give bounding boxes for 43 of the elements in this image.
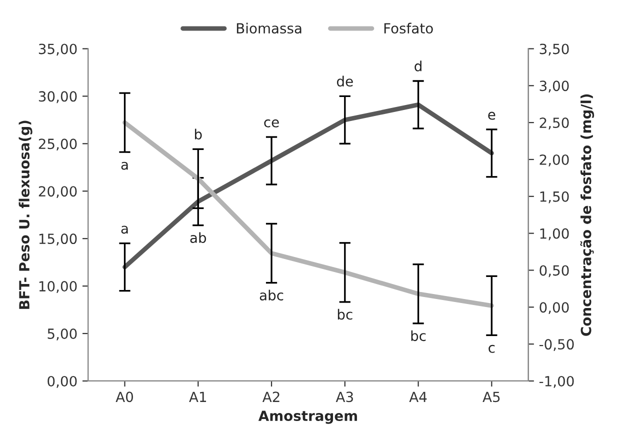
y-tick-label: 30,00 xyxy=(38,91,77,104)
y2-tick-label: 1,50 xyxy=(540,191,569,204)
data-label: c xyxy=(488,344,495,353)
x-tick-label: A5 xyxy=(482,392,500,402)
legend-label: Biomassa xyxy=(236,22,302,34)
y2-tick-label: 0,50 xyxy=(540,265,569,278)
x-tick-label: A0 xyxy=(116,392,133,402)
x-tick-label: A4 xyxy=(409,392,427,402)
y2-tick-label: 1,00 xyxy=(540,228,569,240)
y2-tick-label: 0,00 xyxy=(540,302,569,314)
data-label: bc xyxy=(338,308,352,320)
y2-tick-label: -1,00 xyxy=(539,376,574,388)
data-label: ab xyxy=(190,232,206,243)
data-label: e xyxy=(488,112,496,120)
y-tick-label: 35,00 xyxy=(38,44,77,56)
y2-tick-label: 2,00 xyxy=(540,154,569,166)
x-axis-title: Amostragem xyxy=(258,410,357,424)
x-tick-label: A1 xyxy=(189,392,206,402)
data-label: abc xyxy=(260,290,284,300)
y2-tick-label: 3,50 xyxy=(540,44,569,56)
y-tick-label: 25,00 xyxy=(38,138,77,151)
data-label: ce xyxy=(264,119,279,128)
y-axis-title: BFT- Peso U. flexuosa(g) xyxy=(18,120,32,309)
data-label: de xyxy=(336,76,353,87)
y2-tick-label: 3,00 xyxy=(540,80,569,93)
data-label: b xyxy=(194,128,202,140)
data-label: bc xyxy=(411,330,426,342)
y-tick-label: 5,00 xyxy=(48,328,77,340)
y-tick-label: 15,00 xyxy=(39,234,77,246)
data-label: a xyxy=(121,226,128,234)
y-tick-label: 10,00 xyxy=(39,281,77,293)
y2-tick-label: 2,50 xyxy=(540,118,569,130)
data-label: d xyxy=(414,60,422,72)
y2-axis-title: Concentração de fosfato (mg/l) xyxy=(580,94,594,336)
data-label: a xyxy=(121,162,128,170)
line-series xyxy=(122,102,494,270)
line-series xyxy=(122,120,494,308)
y2-tick-label: -0,50 xyxy=(539,339,574,351)
y-tick-label: 20,00 xyxy=(38,186,77,198)
x-tick-label: A3 xyxy=(336,392,353,402)
x-tick-label: A2 xyxy=(262,392,280,402)
y-tick-label: 0,00 xyxy=(48,376,77,388)
legend-label: Fosfato xyxy=(384,22,433,34)
